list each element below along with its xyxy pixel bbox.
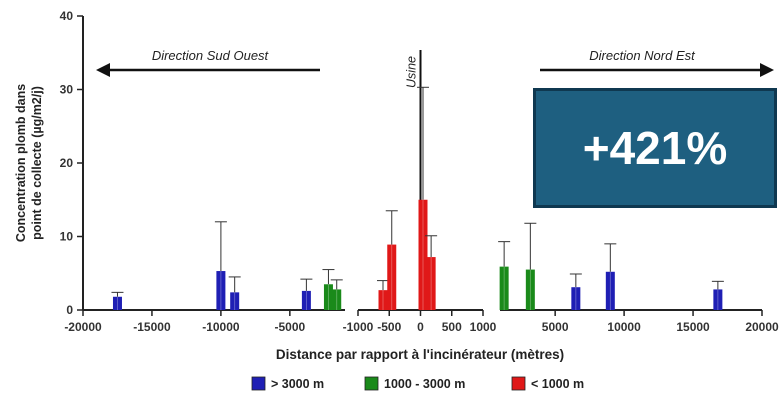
x-tick-label: -5000 (274, 320, 305, 334)
legend-label: 1000 - 3000 m (384, 377, 465, 391)
bar (418, 199, 428, 310)
bar (112, 296, 122, 310)
legend-label: > 3000 m (271, 377, 324, 391)
legend-swatch (251, 376, 266, 391)
x-tick-label: 20000 (745, 320, 779, 334)
x-tick-label: 5000 (542, 320, 569, 334)
bar (216, 271, 226, 310)
percentage-badge: +421% (533, 88, 777, 208)
bar (525, 269, 535, 310)
bar (301, 290, 311, 310)
x-tick-label: 1000 (470, 320, 497, 334)
bar (230, 292, 240, 310)
left-arrow-head (96, 63, 110, 77)
x-axis-label: Distance par rapport à l'incinérateur (m… (276, 347, 564, 362)
y-axis-label-line1: Concentration plomb dans (14, 84, 28, 242)
bar (605, 271, 615, 310)
y-tick-label: 40 (60, 9, 74, 23)
left-arrow-label: Direction Sud Ouest (152, 48, 270, 63)
legend-swatch (511, 376, 526, 391)
y-tick-label: 20 (60, 156, 74, 170)
x-tick-label: -20000 (64, 320, 102, 334)
y-tick-label: 0 (66, 303, 73, 317)
right-arrow-head (760, 63, 774, 77)
bar (323, 284, 333, 310)
y-tick-label: 10 (60, 230, 74, 244)
bar (713, 289, 723, 310)
x-tick-label: -10000 (202, 320, 240, 334)
bar (426, 257, 436, 310)
x-tick-label: 10000 (607, 320, 641, 334)
x-tick-label: 0 (417, 320, 424, 334)
right-arrow-label: Direction Nord Est (589, 48, 696, 63)
usine-label: Usine (405, 56, 419, 88)
y-axis-label-line2: point de collecte (µg/m2/j) (30, 86, 44, 240)
x-tick-label: 15000 (676, 320, 710, 334)
legend-label: < 1000 m (531, 377, 584, 391)
x-tick-label: 500 (442, 320, 462, 334)
bar (499, 266, 509, 310)
bar (332, 289, 342, 310)
y-tick-label: 30 (60, 83, 74, 97)
legend-swatch (364, 376, 379, 391)
x-tick-label: -500 (377, 320, 401, 334)
bar (387, 244, 397, 310)
bar (571, 287, 581, 310)
x-tick-label: -15000 (133, 320, 171, 334)
bar (378, 290, 388, 310)
x-tick-label: -1000 (343, 320, 374, 334)
